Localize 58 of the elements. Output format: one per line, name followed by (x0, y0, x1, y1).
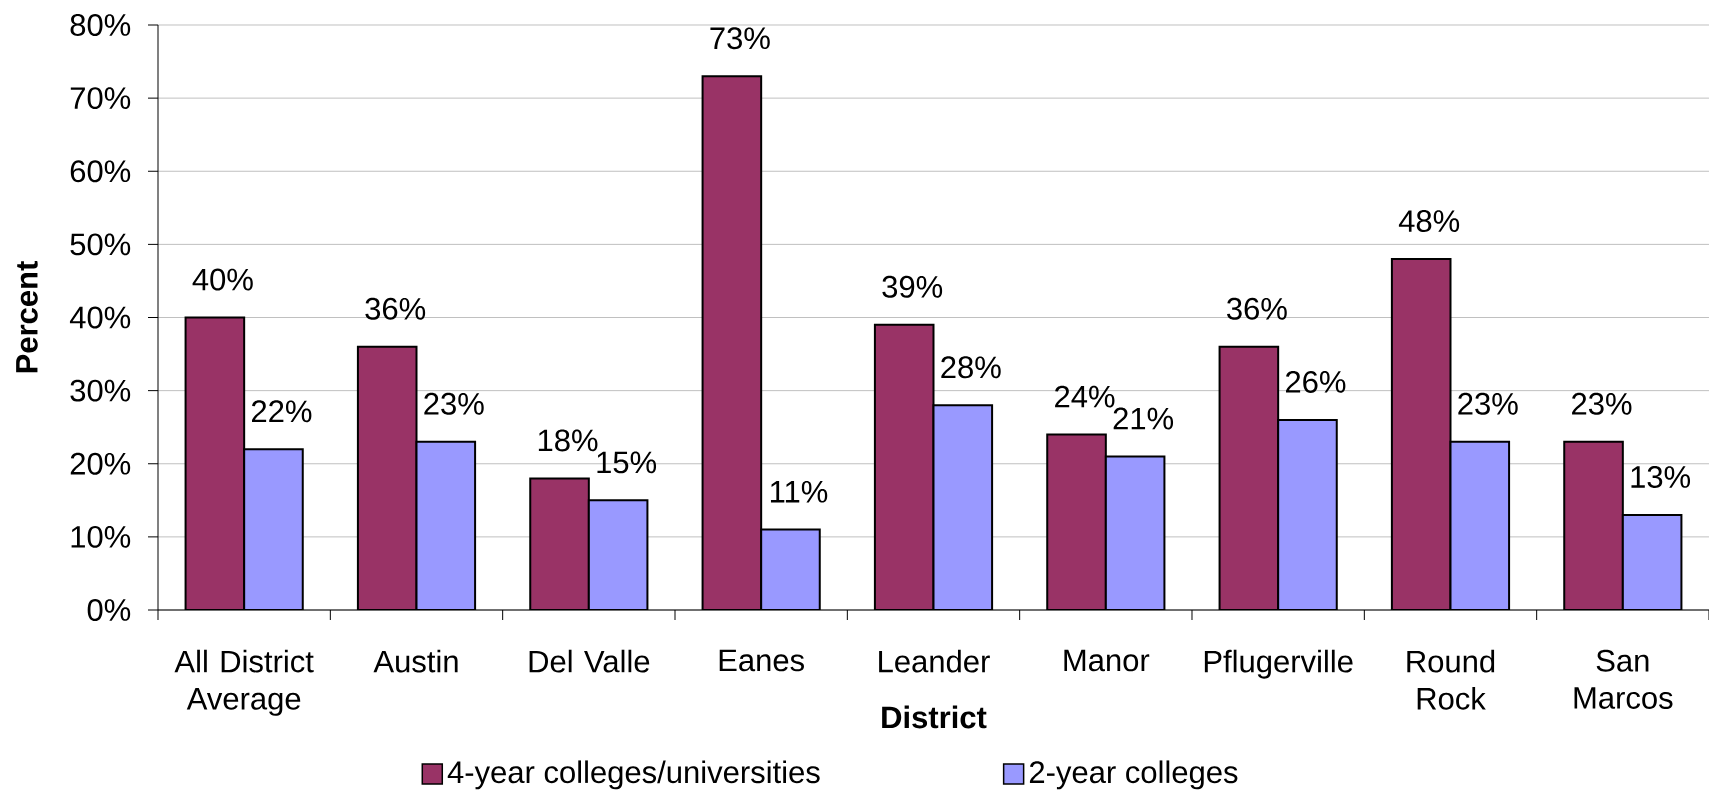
y-tick-label: 80% (70, 14, 131, 36)
bar (701, 75, 763, 610)
bar (1621, 513, 1683, 610)
data-label: 24% (1055, 385, 1115, 408)
y-axis-title: Percent (16, 261, 38, 373)
bar (1277, 418, 1338, 610)
x-tick-label: Manor (1064, 649, 1150, 672)
data-label: 40% (192, 268, 253, 291)
bar (415, 440, 477, 610)
data-label: 11% (770, 480, 828, 503)
data-label: 15% (597, 451, 657, 474)
y-tick-label: 30% (70, 379, 131, 402)
data-label: 26% (1286, 370, 1346, 393)
data-label: 23% (424, 392, 484, 415)
data-label: 13% (1631, 465, 1691, 488)
bar (1449, 440, 1511, 610)
bar (1104, 455, 1166, 610)
bar (932, 404, 994, 610)
y-tick-label: 20% (70, 452, 131, 475)
bar (529, 477, 590, 610)
legend-label: 2-year colleges (1029, 760, 1238, 790)
y-tick-label: 60% (70, 160, 131, 183)
x-tick-label: Eanes (719, 649, 804, 672)
data-label: 36% (365, 297, 426, 320)
x-tick-label: Del Valle (529, 649, 650, 673)
data-label: 22% (252, 400, 312, 423)
bar (1218, 345, 1280, 610)
data-label: 39% (882, 275, 943, 298)
x-tick-label: Round Rock (1407, 649, 1495, 710)
bar (760, 528, 821, 610)
bar (587, 499, 649, 610)
x-tick-label: All District Average (174, 649, 314, 716)
data-label: 23% (1572, 392, 1632, 415)
x-tick-label: Pflugerville (1204, 649, 1353, 679)
bar (243, 448, 304, 610)
y-tick-label: 10% (71, 525, 131, 548)
x-axis-title: District (882, 705, 987, 729)
x-tick-label: Leander (879, 649, 990, 673)
data-label: 48% (1398, 210, 1460, 233)
data-label: 36% (1227, 297, 1287, 320)
bar (1390, 258, 1452, 610)
data-label: 18% (538, 429, 598, 452)
y-tick-label: 50% (70, 233, 131, 256)
x-tick-label: Austin (373, 649, 458, 673)
data-label: 28% (941, 356, 1001, 379)
y-tick-label: 70% (70, 87, 131, 110)
bar (356, 345, 418, 610)
bar (1563, 440, 1624, 610)
y-tick-label: 40% (69, 306, 131, 329)
legend-label: 4-year colleges/universities (447, 760, 820, 790)
bar (184, 316, 246, 610)
bar (1046, 433, 1107, 610)
bar (873, 323, 935, 610)
data-label: 23% (1458, 392, 1518, 415)
y-tick-label: 0% (87, 599, 131, 621)
data-label: 21% (1113, 407, 1174, 430)
x-tick-label: San Marcos (1574, 649, 1673, 709)
data-label: 73% (710, 27, 770, 50)
